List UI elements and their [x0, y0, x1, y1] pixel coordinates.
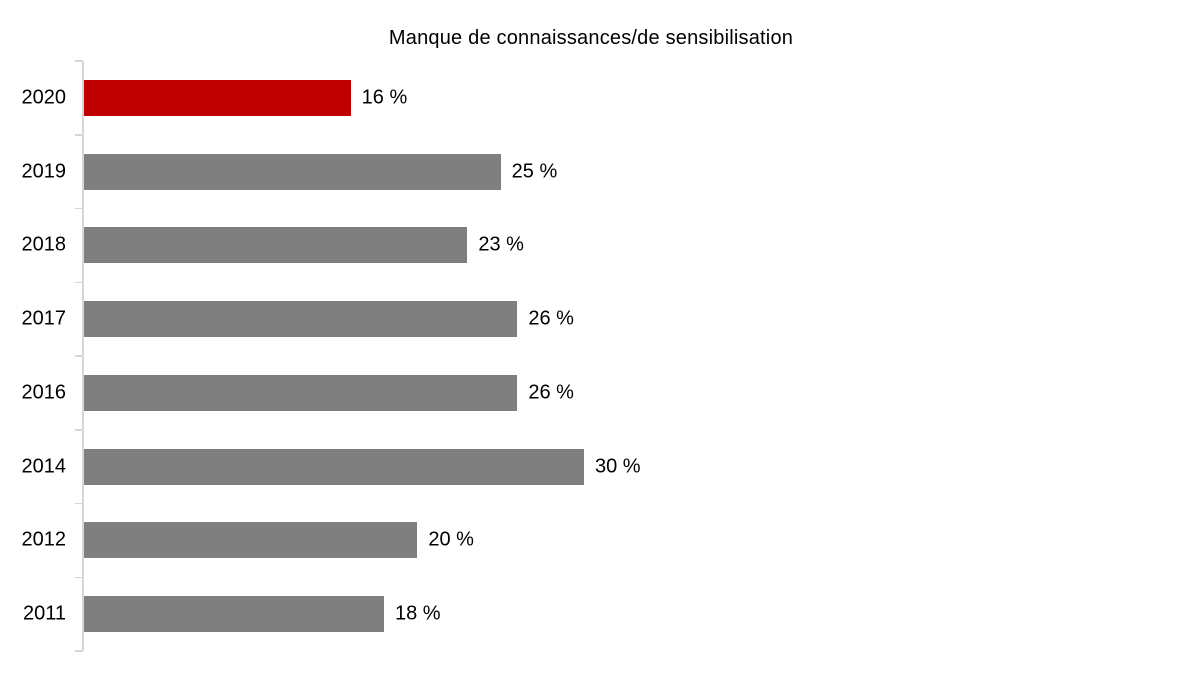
y-axis-label-2017: 2017 — [21, 307, 67, 330]
y-axis-label-2012: 2012 — [21, 528, 67, 551]
data-label-2020: 16 % — [361, 86, 408, 109]
data-label-2017: 26 % — [528, 307, 574, 330]
y-axis-tick — [75, 429, 83, 431]
bar-2018 — [84, 227, 468, 264]
y-axis-label-2016: 2016 — [21, 381, 67, 404]
y-axis-label-2018: 2018 — [21, 233, 67, 256]
data-label-2019: 25 % — [511, 160, 558, 183]
y-axis-tick — [75, 650, 83, 652]
data-label-2016: 26 % — [528, 381, 574, 404]
data-label-2018: 23 % — [478, 233, 524, 256]
chart-title: Manque de connaissances/de sensibilisati… — [388, 27, 794, 49]
bar-2017 — [84, 301, 518, 338]
y-axis-tick — [75, 60, 83, 62]
plot-area: 2020 16 % 2019 25 % 2018 23 % 2017 26 % 2016 26 %… — [0, 61, 1200, 651]
y-axis-tick — [75, 576, 83, 578]
y-axis-tick — [75, 134, 83, 136]
bar-2011 — [84, 596, 384, 633]
y-axis-tick — [75, 355, 83, 357]
y-axis-tick — [75, 281, 83, 283]
y-axis-tick — [75, 502, 83, 505]
bar-2012 — [84, 522, 418, 559]
bar-row-2019: 2019 25 % — [0, 135, 1200, 209]
bar-row-2016: 2016 26 % — [0, 356, 1200, 430]
bar-2016 — [84, 374, 518, 411]
bar-row-2011: 2011 18 % — [0, 577, 1200, 651]
bar-row-2018: 2018 23 % — [0, 209, 1200, 283]
bar-row-2012: 2012 20 % — [0, 504, 1200, 578]
bar-row-2020: 2020 16 % — [0, 61, 1200, 135]
data-label-2011: 18 % — [395, 602, 441, 625]
bar-row-2014: 2014 30 % — [0, 430, 1200, 504]
bar-2014 — [84, 448, 584, 485]
bar-row-2017: 2017 26 % — [0, 282, 1200, 356]
y-axis-label-2011: 2011 — [22, 602, 66, 625]
data-label-2012: 20 % — [428, 528, 474, 551]
data-label-2014: 30 % — [595, 455, 641, 478]
y-axis-label-2014: 2014 — [21, 455, 67, 478]
bar-2019 — [84, 153, 501, 190]
bar-2020 — [84, 79, 351, 116]
y-axis-tick — [75, 207, 83, 210]
y-axis-label-2019: 2019 — [21, 160, 67, 183]
y-axis-label-2020: 2020 — [21, 86, 67, 109]
